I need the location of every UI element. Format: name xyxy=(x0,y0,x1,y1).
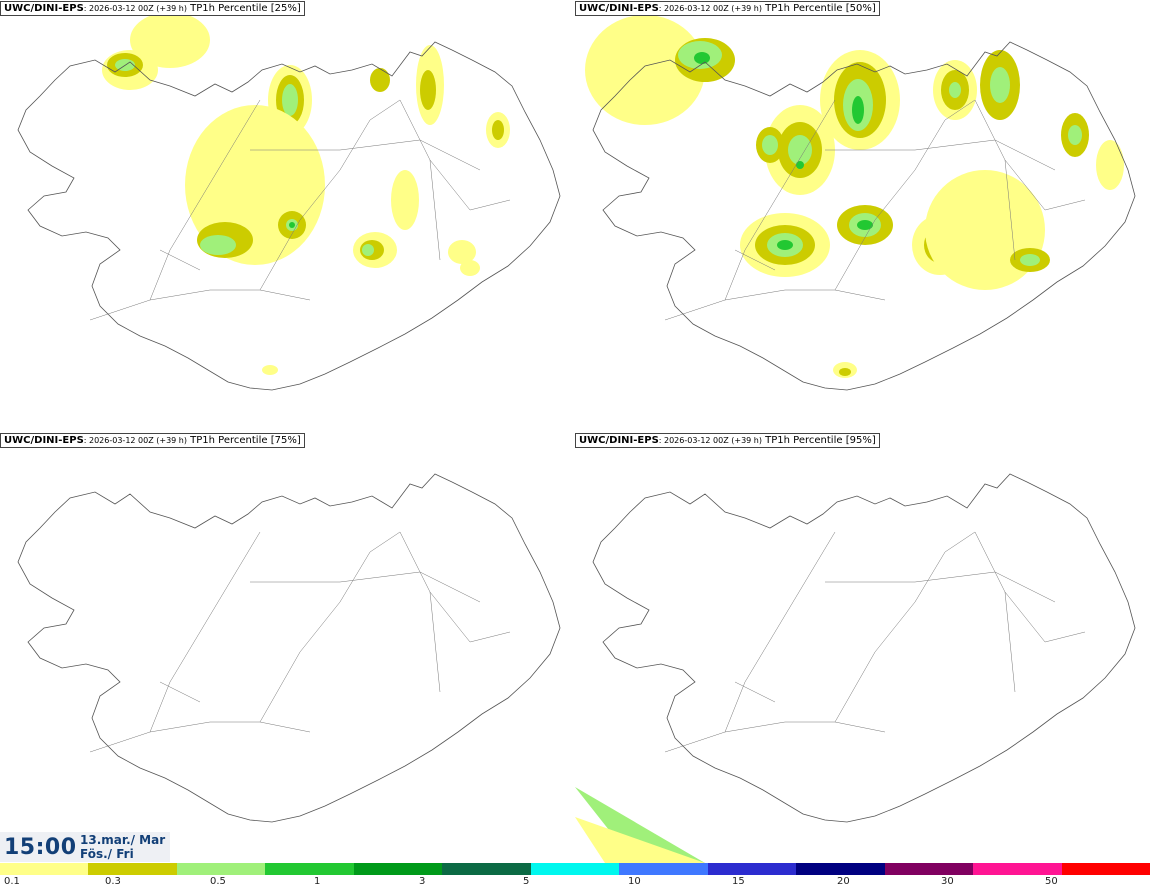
colorbar-tick-label: 5 xyxy=(523,876,530,887)
panel-title: UWC/DINI-EPS: 2026-03-12 00Z (+39 h) TP1… xyxy=(575,1,880,16)
coastline xyxy=(592,473,1136,823)
admin-boundaries xyxy=(89,99,511,321)
colorbar-swatch xyxy=(796,863,885,875)
colorbar-tick-label: 10 xyxy=(628,876,641,887)
precip-contour xyxy=(762,135,778,155)
precip-contour xyxy=(200,235,236,255)
colorbar-swatch xyxy=(265,863,354,875)
colorbar-swatch xyxy=(707,863,797,875)
precip-contour xyxy=(460,260,480,276)
precip-contour xyxy=(777,240,793,250)
coastline xyxy=(17,41,561,391)
colorbar-ticks: 0.1 0.3 0.5 1 3 5 10 15 20 30 50 xyxy=(0,876,1150,890)
precip-contour xyxy=(362,244,374,256)
panel-title: UWC/DINI-EPS: 2026-03-12 00Z (+39 h) TP1… xyxy=(575,433,880,448)
colorbar-tick-label: 20 xyxy=(837,876,850,887)
precip-map-p25 xyxy=(17,12,561,391)
colorbar-tick-label: 50 xyxy=(1045,876,1058,887)
valid-hour: 15:00 xyxy=(4,835,77,860)
precip-band xyxy=(575,817,705,863)
admin-boundaries xyxy=(664,99,1086,321)
precip-contour xyxy=(925,170,1045,290)
admin-boundaries xyxy=(664,531,1086,753)
precip-contour xyxy=(130,12,210,68)
valid-time-box: 15:00 13.mar./ Mar Fös./ Fri xyxy=(0,832,170,862)
colorbar-tick-label: 3 xyxy=(419,876,426,887)
precip-contour xyxy=(391,170,419,230)
colorbar-swatch xyxy=(0,863,89,875)
precip-map-p75 xyxy=(17,473,561,823)
panel-title: UWC/DINI-EPS: 2026-03-12 00Z (+39 h) TP1… xyxy=(0,1,305,16)
precip-contour xyxy=(839,368,851,376)
colorbar-swatch xyxy=(353,863,443,875)
colorbar-swatch xyxy=(884,863,974,875)
colorbar-swatch xyxy=(973,863,1062,875)
precip-contour xyxy=(796,161,804,169)
precip-contour xyxy=(1096,140,1124,190)
precip-band xyxy=(575,787,705,863)
colorbar-tick-label: 1 xyxy=(314,876,321,887)
precip-contour xyxy=(370,68,390,92)
colorbar-tick-label: 0.5 xyxy=(210,876,226,887)
precip-contour xyxy=(694,52,710,64)
valid-date: 13.mar./ Mar xyxy=(80,833,166,847)
colorbar-swatch xyxy=(442,863,531,875)
precip-map-p95 xyxy=(575,473,1136,863)
colorbar xyxy=(0,863,1150,875)
precip-contour xyxy=(420,70,436,110)
precip-contour xyxy=(852,96,864,124)
precip-contour xyxy=(788,135,812,165)
coastline xyxy=(17,473,561,823)
precip-contour xyxy=(585,15,705,125)
panel-title: UWC/DINI-EPS: 2026-03-12 00Z (+39 h) TP1… xyxy=(0,433,305,448)
precip-contour xyxy=(492,120,504,140)
precip-map-p50 xyxy=(585,15,1136,391)
precip-contour xyxy=(949,82,961,98)
colorbar-swatch xyxy=(176,863,266,875)
colorbar-tick-label: 0.3 xyxy=(105,876,121,887)
precip-contour xyxy=(1068,125,1082,145)
precip-contour xyxy=(282,84,298,116)
precip-contour xyxy=(857,220,873,230)
colorbar-swatch xyxy=(619,863,708,875)
map-panel-p50: UWC/DINI-EPS: 2026-03-12 00Z (+39 h) TP1… xyxy=(575,0,1150,431)
colorbar-swatch xyxy=(88,863,177,875)
colorbar-tick-label: 15 xyxy=(732,876,745,887)
valid-day: Fös./ Fri xyxy=(80,847,134,861)
precip-contour xyxy=(990,67,1010,103)
map-panel-p75: UWC/DINI-EPS: 2026-03-12 00Z (+39 h) TP1… xyxy=(0,432,575,863)
colorbar-swatch xyxy=(1061,863,1150,875)
map-panel-p95: UWC/DINI-EPS: 2026-03-12 00Z (+39 h) TP1… xyxy=(575,432,1150,863)
admin-boundaries xyxy=(89,531,511,753)
precip-contour xyxy=(448,240,476,264)
precip-contour xyxy=(289,222,295,228)
colorbar-tick-label: 0.1 xyxy=(4,876,20,887)
precip-contour xyxy=(262,365,278,375)
precip-contour xyxy=(1020,254,1040,266)
coastline xyxy=(592,41,1136,391)
colorbar-tick-label: 30 xyxy=(941,876,954,887)
colorbar-swatch xyxy=(530,863,620,875)
map-panel-p25: UWC/DINI-EPS: 2026-03-12 00Z (+39 h) TP1… xyxy=(0,0,575,431)
